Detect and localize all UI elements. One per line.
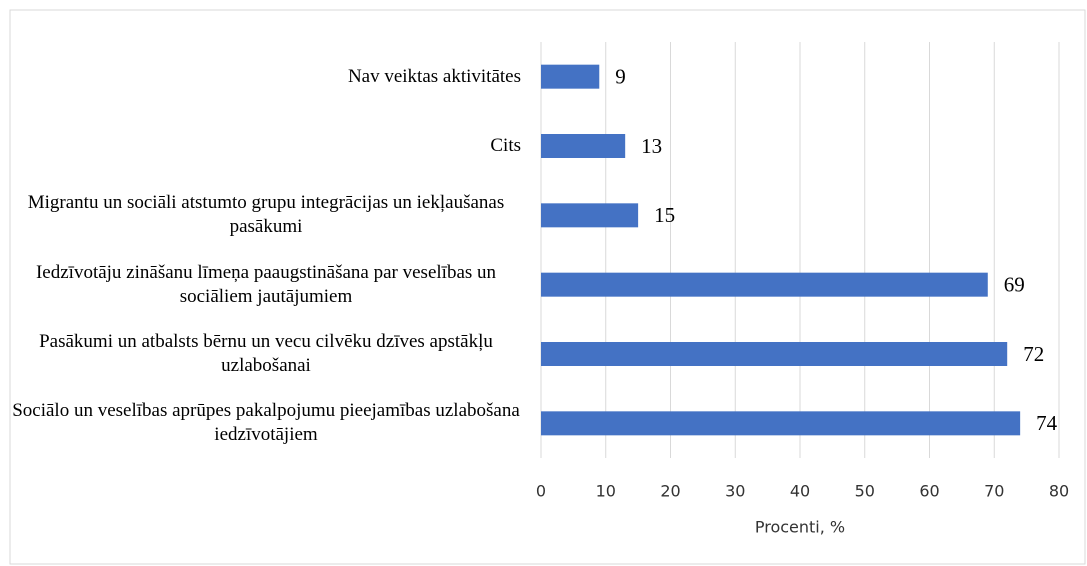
data-label: 72 <box>1023 342 1044 366</box>
category-label-box: Cits <box>11 134 521 158</box>
x-tick-label: 70 <box>984 482 1004 501</box>
x-tick-label: 20 <box>660 482 680 501</box>
y-tick-label: Iedzīvotāju zināšanu līmeņa paaugstināša… <box>35 261 497 307</box>
bar <box>541 64 600 89</box>
y-tick-label: Pasākumi un atbalsts bērnu un vecu cilvē… <box>39 331 493 376</box>
y-tick-label: Cits <box>490 135 521 156</box>
x-tick-label: 50 <box>855 482 875 501</box>
data-label: 13 <box>641 134 662 158</box>
chart-frame <box>9 9 1086 565</box>
category-label-box: Migrantu un sociāli atstumto grupu integ… <box>11 191 521 239</box>
bar <box>541 272 988 297</box>
data-label: 15 <box>654 203 675 227</box>
data-label: 74 <box>1036 411 1058 435</box>
x-tick-label: 40 <box>790 482 810 501</box>
x-tick-label: 10 <box>596 482 616 501</box>
x-tick-label: 30 <box>725 482 745 501</box>
x-tick-label: 80 <box>1049 482 1069 501</box>
y-tick-label: Nav veiktas aktivitātes <box>347 65 521 87</box>
x-tick-label: 60 <box>919 482 939 501</box>
bar <box>541 203 639 228</box>
category-label-box: Pasākumi un atbalsts bērnu un vecu cilvē… <box>11 330 521 378</box>
category-label-box: Sociālo un veselības aprūpes pakalpojumu… <box>11 399 521 447</box>
y-tick-label: Sociālo un veselības aprūpes pakalpojumu… <box>12 400 520 446</box>
bar <box>541 134 626 158</box>
bar <box>541 342 1008 366</box>
x-tick-label: 0 <box>536 482 546 501</box>
category-label-box: Iedzīvotāju zināšanu līmeņa paaugstināša… <box>11 261 521 309</box>
y-tick-label: Migrantu un sociāli atstumto grupu integ… <box>27 192 505 238</box>
data-label: 69 <box>1004 272 1025 296</box>
bar <box>541 411 1021 436</box>
data-label: 9 <box>615 64 626 88</box>
x-axis-title: Procenti, % <box>755 518 845 537</box>
category-label-box: Nav veiktas aktivitātes <box>11 65 521 89</box>
